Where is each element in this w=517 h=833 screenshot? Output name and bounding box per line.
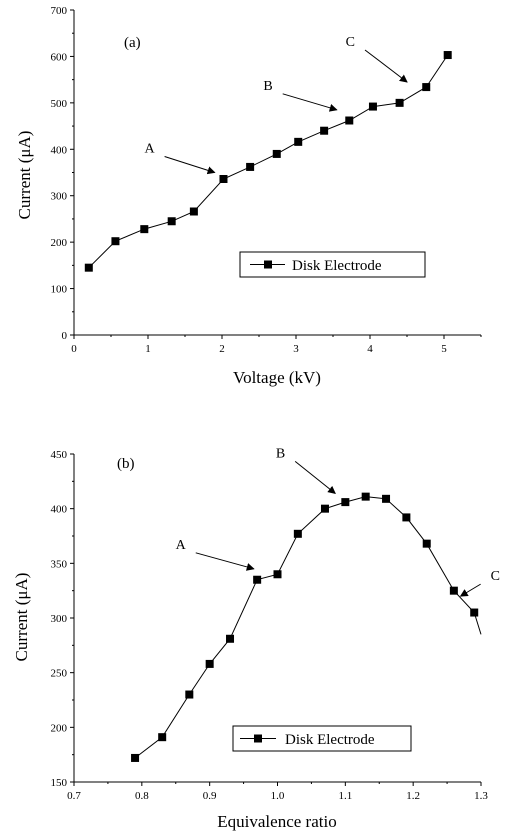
annotation-arrow-a (282, 93, 338, 112)
y-tick-label-b: 200 (51, 722, 68, 734)
x-tick-label-b: 0.9 (203, 790, 217, 802)
data-point-b (158, 733, 167, 742)
x-tick-label-a: 3 (293, 343, 299, 355)
data-point-a (443, 51, 452, 60)
y-tick-label-b: 350 (51, 558, 68, 570)
legend-marker-b (254, 734, 262, 743)
data-point-a (345, 116, 354, 125)
data-point-b (422, 539, 431, 548)
y-tick-label-a: 0 (62, 330, 68, 342)
panel-b: 150 200 250 300 350 400 450 0.7 0.8 0.9 1.0 1.1 1.2 1… (12, 446, 500, 831)
annotation-label-b: A (176, 538, 187, 553)
data-point-b (382, 494, 391, 503)
chart-marks-a: A B C (84, 35, 452, 272)
data-point-b (470, 608, 479, 617)
data-point-a (111, 237, 120, 246)
annotation-label-a: B (263, 79, 272, 94)
y-tick-label-a: 700 (51, 5, 68, 17)
legend-label-b: Disk Electrode (285, 732, 375, 748)
data-point-b (185, 690, 194, 699)
x-tick-label-b: 0.7 (67, 790, 81, 802)
annotation-arrow-b (195, 552, 255, 571)
data-point-a (294, 137, 303, 146)
y-tick-label-b: 300 (51, 613, 68, 625)
data-point-a (167, 217, 176, 226)
panel-a: 0 100 200 300 400 500 600 700 0 1 2 3 4 5 A B C (a) Vol… (15, 5, 482, 387)
data-point-b (402, 513, 411, 522)
plot-area-a: 0 100 200 300 400 500 600 700 0 1 2 3 4 5 (51, 5, 482, 355)
data-point-b (449, 586, 458, 595)
annotation-label-a: A (144, 142, 155, 157)
x-axis-title-a: Voltage (kV) (233, 368, 321, 387)
y-tick-label-b: 150 (51, 777, 68, 789)
y-tick-label-b: 250 (51, 668, 68, 680)
x-tick-label-b: 1.3 (474, 790, 488, 802)
data-point-b (131, 753, 140, 762)
x-tick-label-a: 0 (71, 343, 77, 355)
annotation-arrow-b (459, 583, 481, 597)
chart-marks-b: A B C (131, 446, 500, 762)
plot-area-b: 150 200 250 300 350 400 450 0.7 0.8 0.9 1.0 1.1 1.2 1… (51, 449, 489, 802)
data-point-b (253, 575, 262, 584)
panel-label-a: (a) (124, 35, 141, 51)
annotation-label-b: C (491, 569, 500, 584)
data-point-a (272, 149, 281, 158)
y-tick-label-a: 100 (51, 284, 68, 296)
x-tick-label-a: 1 (145, 343, 151, 355)
annotation-arrow-a (164, 156, 216, 175)
legend-label-a: Disk Electrode (292, 258, 382, 274)
data-point-b (341, 498, 350, 507)
data-point-a (84, 263, 93, 272)
y-tick-label-b: 400 (51, 504, 68, 516)
series-line-b (134, 496, 482, 759)
x-tick-label-b: 1.2 (406, 790, 420, 802)
y-tick-label-a: 200 (51, 237, 68, 249)
annotation-arrow-b (294, 460, 336, 494)
data-point-b (320, 504, 329, 513)
x-tick-label-a: 2 (219, 343, 225, 355)
x-tick-label-b: 0.8 (135, 790, 149, 802)
annotation-label-a: C (346, 35, 355, 50)
legend-a: Disk Electrode (239, 251, 426, 278)
y-tick-label-a: 600 (51, 51, 68, 63)
data-point-a (189, 207, 198, 216)
x-tick-label-a: 5 (441, 343, 447, 355)
x-tick-label-b: 1.1 (338, 790, 352, 802)
data-point-b (293, 529, 302, 538)
data-point-a (140, 225, 149, 234)
data-point-b (361, 492, 370, 501)
annotation-label-b: B (276, 446, 285, 461)
y-axis-title-a: Current (μA) (15, 131, 34, 220)
data-point-b (226, 634, 235, 643)
data-point-a (422, 83, 431, 92)
data-point-a (368, 102, 377, 111)
y-tick-label-a: 300 (51, 191, 68, 203)
data-point-a (395, 98, 404, 107)
data-point-a (219, 175, 228, 183)
data-point-a (320, 126, 329, 135)
data-point-b (205, 659, 214, 668)
y-axis-title-b: Current (μA) (12, 573, 31, 662)
legend-b: Disk Electrode (232, 725, 412, 752)
annotation-arrow-a (364, 49, 408, 83)
x-axis-title-b: Equivalence ratio (217, 812, 336, 831)
y-tick-label-b: 450 (51, 449, 68, 461)
y-tick-label-a: 500 (51, 98, 68, 110)
panel-label-b: (b) (117, 456, 135, 472)
x-tick-label-a: 4 (367, 343, 373, 355)
y-tick-label-a: 400 (51, 144, 68, 156)
legend-marker-a (264, 260, 272, 269)
x-tick-label-b: 1.0 (271, 790, 285, 802)
data-point-a (246, 162, 255, 171)
data-point-b (273, 570, 282, 579)
